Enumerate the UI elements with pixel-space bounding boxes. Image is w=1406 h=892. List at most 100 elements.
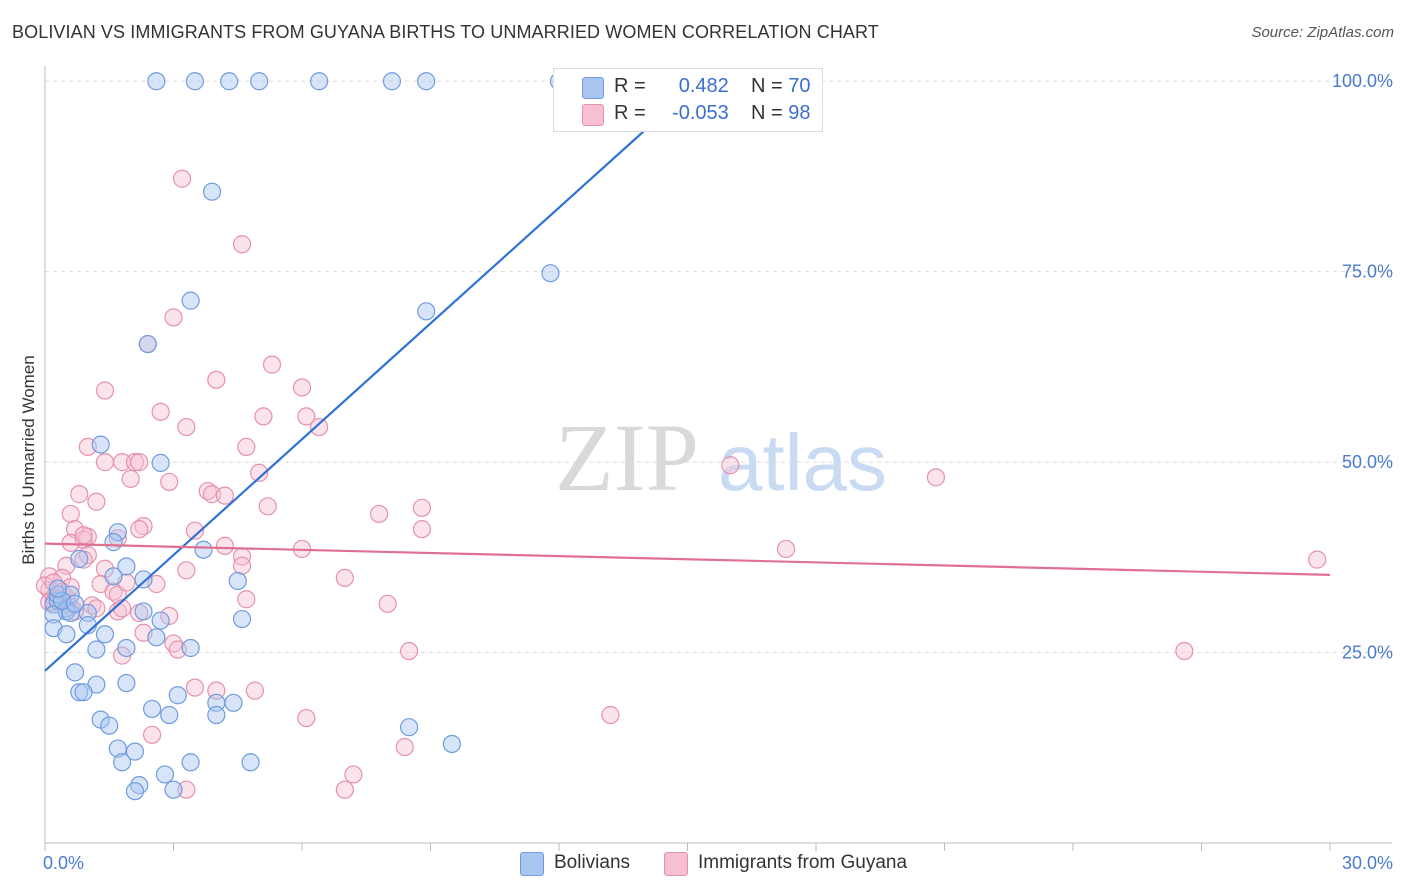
source-label: Source: ZipAtlas.com	[1251, 24, 1394, 41]
point-guyana-36	[412, 520, 432, 539]
correlation-legend: R = 0.482 N = 70 R = -0.053 N = 98	[553, 68, 823, 132]
point-bolivians-38	[87, 640, 106, 659]
point-guyana-10	[151, 402, 170, 421]
point-guyana-29	[258, 497, 277, 516]
point-guyana-17	[125, 453, 145, 472]
point-bolivians-4	[310, 72, 329, 91]
point-bolivians-44	[70, 683, 89, 702]
point-guyana-40	[215, 536, 234, 556]
x-tick-label-max: 30.0%	[1342, 853, 1393, 873]
legend-r-bolivians: 0.482	[678, 75, 729, 97]
gridlines	[45, 80, 1392, 654]
point-bolivians-22	[104, 567, 123, 586]
point-guyana-75	[399, 641, 419, 661]
point-bolivians-48	[224, 693, 243, 712]
point-bolivians-11	[181, 291, 200, 310]
point-bolivians-20	[134, 570, 153, 589]
point-guyana-18	[130, 453, 149, 472]
point-bolivians-30	[134, 602, 153, 621]
point-bolivians-56	[108, 739, 127, 758]
point-bolivians-63	[125, 782, 145, 801]
point-guyana-71	[160, 606, 179, 626]
point-bolivians-59	[181, 753, 200, 772]
point-guyana-22	[121, 469, 140, 488]
point-guyana-76	[1175, 641, 1194, 661]
point-guyana-26	[215, 486, 234, 505]
point-bolivians-14	[151, 453, 170, 472]
point-bolivians-60	[241, 753, 260, 772]
point-bolivians-45	[74, 683, 93, 702]
point-bolivians-58	[112, 753, 132, 772]
point-bolivians-51	[207, 705, 226, 725]
point-bolivians-69	[65, 594, 85, 613]
point-bolivians-8	[202, 182, 222, 201]
point-guyana-35	[185, 521, 205, 540]
point-guyana-14	[237, 437, 256, 456]
legend-swatch-bolivians	[582, 77, 604, 99]
point-bolivians-17	[194, 540, 213, 559]
point-bolivians-18	[70, 549, 89, 568]
tick-labels: 25.0% 50.0% 75.0% 100.0% 0.0% 30.0%	[43, 71, 1393, 873]
y-tick-label-50: 50.0%	[1342, 452, 1393, 472]
point-bolivians-57	[125, 742, 145, 761]
trend-line-guyana	[44, 542, 1331, 576]
point-bolivians-49	[142, 699, 162, 719]
point-guyana-9	[254, 407, 273, 426]
point-guyana-0	[172, 169, 192, 188]
point-bolivians-46	[168, 686, 187, 705]
y-tick-label-25: 25.0%	[1342, 643, 1393, 663]
point-bolivians-9	[541, 264, 560, 283]
point-guyana-21	[250, 463, 269, 482]
legend-swatch-guyana	[582, 104, 604, 126]
point-guyana-1	[232, 235, 252, 254]
bottom-legend-label-guyana: Immigrants from Guyana	[698, 852, 908, 873]
point-bolivians-43	[117, 673, 136, 693]
point-guyana-83	[142, 725, 162, 744]
axes	[44, 66, 1392, 851]
point-bolivians-1	[185, 72, 205, 91]
legend-n-guyana: 98	[788, 102, 811, 124]
point-bolivians-64	[164, 780, 183, 799]
y-axis-label: Births to Unmarried Women	[19, 355, 38, 564]
watermark-zip: ZIP	[555, 404, 699, 511]
point-guyana-62	[237, 590, 256, 609]
point-bolivians-40	[181, 638, 200, 658]
point-guyana-6	[292, 378, 312, 397]
point-guyana-94	[130, 520, 149, 539]
point-guyana-20	[926, 468, 946, 487]
point-guyana-82	[601, 705, 620, 725]
trend-line-bolivians	[44, 98, 680, 672]
legend-r-guyana: -0.053	[672, 102, 729, 124]
point-guyana-15	[95, 453, 115, 472]
point-guyana-80	[245, 681, 264, 700]
point-bolivians-50	[160, 705, 179, 725]
point-guyana-19	[721, 456, 740, 475]
point-bolivians-15	[108, 523, 127, 542]
point-bolivians-39	[117, 638, 136, 658]
point-guyana-4	[262, 355, 282, 374]
point-bolivians-19	[117, 557, 136, 576]
bottom-legend-guyana: Immigrants from Guyana	[664, 851, 934, 877]
point-bolivians-55	[442, 734, 462, 754]
point-bolivians-12	[138, 334, 157, 354]
point-bolivians-10	[417, 302, 436, 321]
point-guyana-5	[207, 370, 226, 389]
point-guyana-42	[776, 539, 796, 559]
point-guyana-50	[177, 561, 196, 580]
point-bolivians-54	[399, 718, 419, 737]
point-guyana-7	[95, 381, 115, 400]
point-guyana-78	[185, 678, 205, 697]
point-bolivians-41	[65, 663, 85, 682]
point-guyana-86	[335, 780, 354, 799]
bottom-legend-label-bolivians: Bolivians	[554, 852, 631, 873]
point-guyana-81	[297, 708, 316, 728]
point-guyana-87	[177, 780, 196, 799]
x-tick-label-min: 0.0%	[43, 853, 84, 873]
point-bolivians-21	[228, 571, 247, 591]
point-bolivians-68	[48, 579, 67, 598]
point-guyana-46	[1308, 550, 1327, 569]
point-bolivians-37	[151, 611, 170, 630]
point-guyana-85	[344, 765, 363, 784]
legend-n-bolivians: 70	[788, 75, 811, 97]
point-guyana-23	[160, 472, 179, 492]
